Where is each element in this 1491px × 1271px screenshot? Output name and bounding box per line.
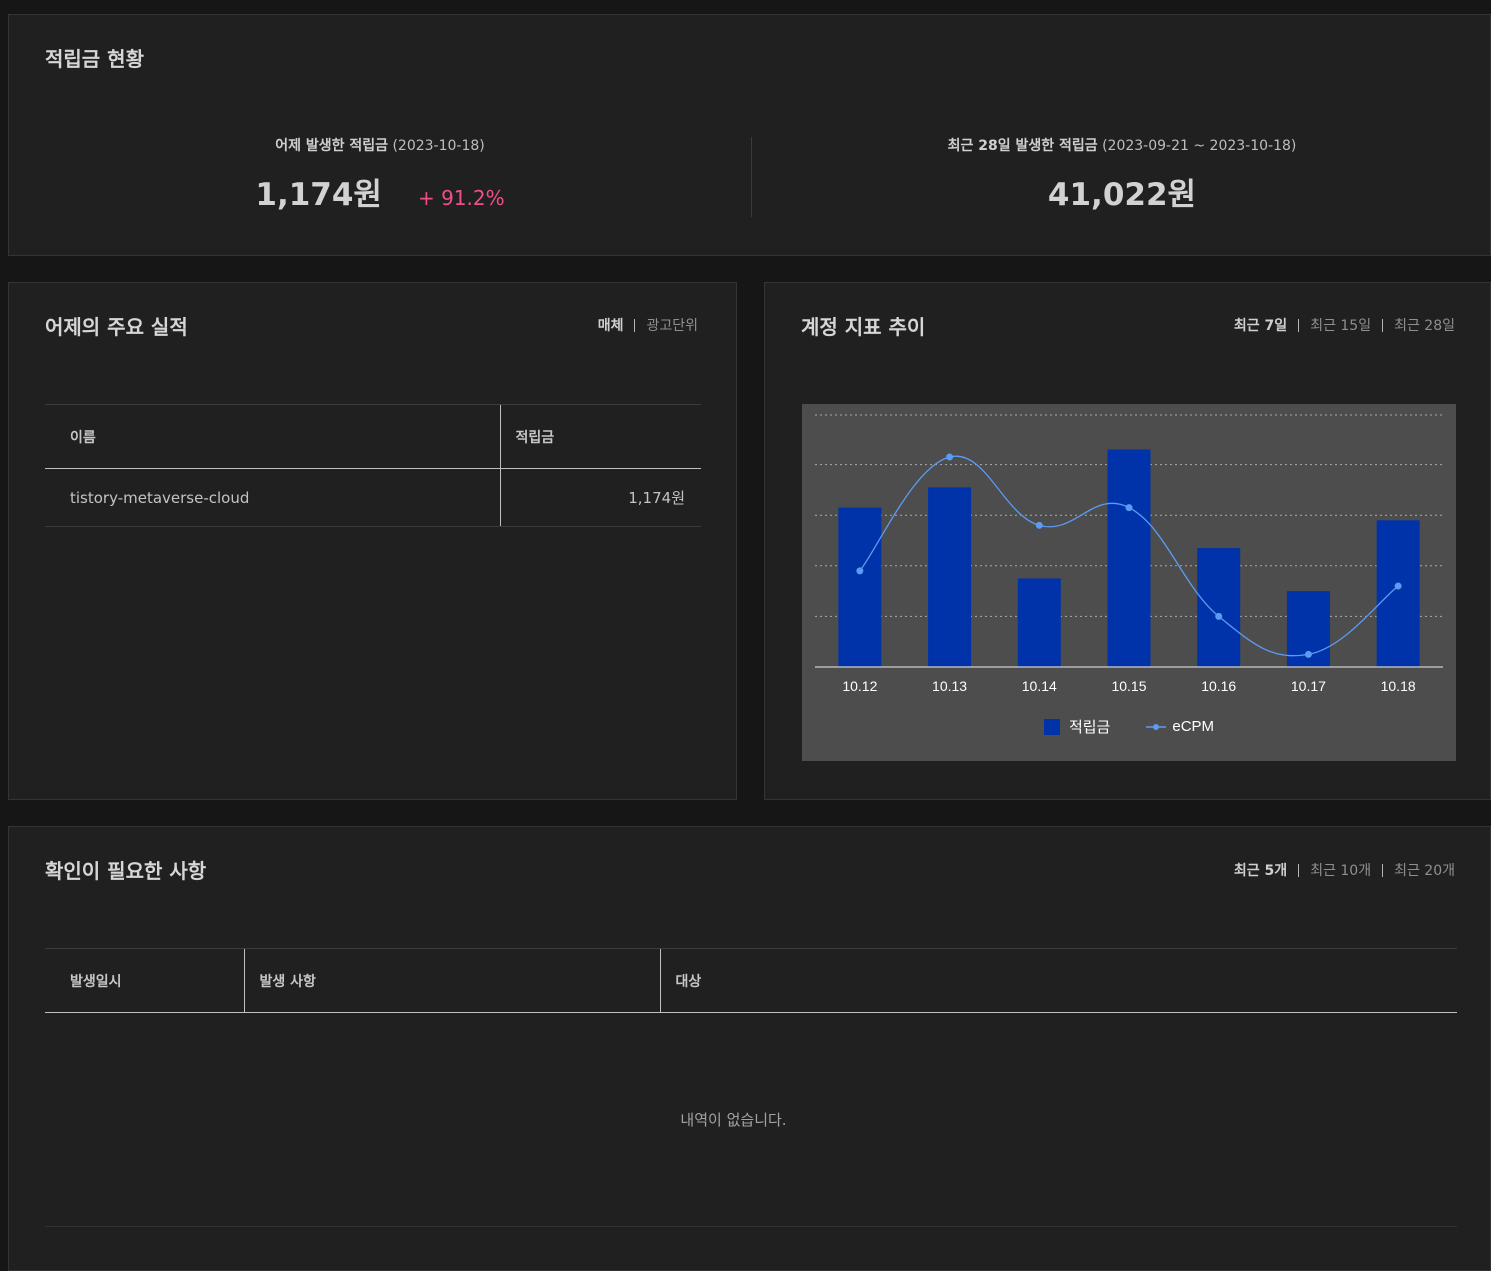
check-table: 발생일시 발생 사항 대상 xyxy=(45,948,1457,1013)
ecpm-point[interactable] xyxy=(946,453,954,461)
check-filters: 최근 5개 최근 10개 최근 20개 xyxy=(1234,860,1455,880)
table-bottom-line xyxy=(45,1226,1457,1227)
bar[interactable] xyxy=(1197,548,1241,667)
filter-20items[interactable]: 최근 20개 xyxy=(1394,863,1455,879)
yesterday-label-text: 어제 발생한 적립금 xyxy=(275,138,389,154)
filter-15days[interactable]: 최근 15일 xyxy=(1310,318,1372,334)
column-amount[interactable]: 적립금 xyxy=(499,404,701,469)
performance-table: 이름 적립금 tistory-metaverse-cloud 1,174원 xyxy=(45,404,701,527)
legend-bar-swatch xyxy=(1043,718,1060,735)
bar[interactable] xyxy=(838,507,882,667)
legend-line-swatch xyxy=(1146,723,1167,730)
yesterday-label: 어제 발생한 적립금 (2023-10-18) xyxy=(9,135,751,155)
yesterday-rate: + 91.2% xyxy=(417,186,505,210)
filter-separator xyxy=(1298,863,1300,877)
x-tick-label: 10.17 xyxy=(1291,678,1326,694)
chart-legend: 적립금 eCPM xyxy=(802,716,1456,737)
last28-label-text: 최근 28일 발생한 적립금 xyxy=(947,138,1098,154)
bar[interactable] xyxy=(1107,449,1151,667)
bar[interactable] xyxy=(1017,578,1061,667)
last28-value: 41,022원 xyxy=(1047,177,1197,213)
legend-item-bar[interactable]: 적립금 xyxy=(1043,716,1111,737)
performance-filters: 매체 광고단위 xyxy=(598,315,698,335)
ecpm-point[interactable] xyxy=(1125,504,1133,512)
summary-card: 적립금 현황 어제 발생한 적립금 (2023-10-18) 1,174원 + … xyxy=(8,14,1491,256)
filter-separator xyxy=(634,318,636,332)
bar[interactable] xyxy=(928,487,972,667)
performance-card: 어제의 주요 실적 매체 광고단위 이름 적립금 tistory-metaver… xyxy=(8,282,737,800)
x-tick-label: 10.12 xyxy=(842,678,877,694)
last28-label-date: (2023-09-21 ~ 2023-10-18) xyxy=(1102,138,1297,154)
trend-chart-svg: 10.12 10.13 10.14 10.15 10.16 10.17 10.18 xyxy=(815,414,1443,694)
legend-bar-label: 적립금 xyxy=(1068,719,1111,736)
ecpm-point[interactable] xyxy=(856,567,864,575)
check-card: 확인이 필요한 사항 최근 5개 최근 10개 최근 20개 발생일시 발생 사… xyxy=(8,826,1491,1271)
filter-28days[interactable]: 최근 28일 xyxy=(1394,318,1455,334)
last28-summary: 최근 28일 발생한 적립금 (2023-09-21 ~ 2023-10-18)… xyxy=(752,135,1491,214)
row-name: tistory-metaverse-cloud xyxy=(45,468,500,527)
summary-divider xyxy=(751,137,752,217)
table-row[interactable]: tistory-metaverse-cloud 1,174원 xyxy=(45,468,701,527)
filter-separator xyxy=(1298,318,1300,332)
column-target[interactable]: 대상 xyxy=(659,948,1457,1013)
column-event[interactable]: 발생 사항 xyxy=(243,948,660,1013)
trend-title: 계정 지표 추이 xyxy=(801,315,926,339)
filter-10items[interactable]: 최근 10개 xyxy=(1310,863,1372,879)
filter-separator xyxy=(1382,863,1384,877)
yesterday-label-date: (2023-10-18) xyxy=(392,138,485,154)
filter-separator xyxy=(1382,318,1384,332)
x-tick-label: 10.15 xyxy=(1111,678,1146,694)
row-amount: 1,174원 xyxy=(499,468,701,527)
x-tick-label: 10.14 xyxy=(1022,678,1057,694)
filter-5items[interactable]: 최근 5개 xyxy=(1233,863,1288,879)
yesterday-summary: 어제 발생한 적립금 (2023-10-18) 1,174원 + 91.2% xyxy=(9,135,751,214)
ecpm-point[interactable] xyxy=(1215,612,1223,620)
bar[interactable] xyxy=(1376,520,1420,667)
filter-media[interactable]: 매체 xyxy=(597,318,624,334)
trend-card: 계정 지표 추이 최근 7일 최근 15일 최근 28일 10.12 10.13 1… xyxy=(764,282,1491,800)
filter-ad-unit[interactable]: 광고단위 xyxy=(646,318,698,334)
x-tick-label: 10.18 xyxy=(1381,678,1416,694)
legend-item-line[interactable]: eCPM xyxy=(1146,718,1214,735)
last28-label: 최근 28일 발생한 적립금 (2023-09-21 ~ 2023-10-18) xyxy=(752,135,1491,155)
trend-filters: 최근 7일 최근 15일 최근 28일 xyxy=(1234,315,1455,335)
yesterday-value: 1,174원 xyxy=(255,177,382,213)
trend-chart: 10.12 10.13 10.14 10.15 10.16 10.17 10.18 적립금 … xyxy=(802,404,1456,761)
legend-line-label: eCPM xyxy=(1172,718,1215,735)
column-datetime[interactable]: 발생일시 xyxy=(45,948,244,1013)
ecpm-point[interactable] xyxy=(1394,582,1402,590)
empty-message: 내역이 없습니다. xyxy=(680,1111,787,1129)
ecpm-point[interactable] xyxy=(1304,650,1312,658)
filter-7days[interactable]: 최근 7일 xyxy=(1233,318,1288,334)
x-tick-label: 10.16 xyxy=(1201,678,1236,694)
performance-title: 어제의 주요 실적 xyxy=(45,315,188,339)
check-title: 확인이 필요한 사항 xyxy=(45,859,207,883)
x-tick-label: 10.13 xyxy=(932,678,967,694)
column-name[interactable]: 이름 xyxy=(45,404,500,469)
ecpm-point[interactable] xyxy=(1035,521,1043,529)
summary-title: 적립금 현황 xyxy=(45,47,144,71)
